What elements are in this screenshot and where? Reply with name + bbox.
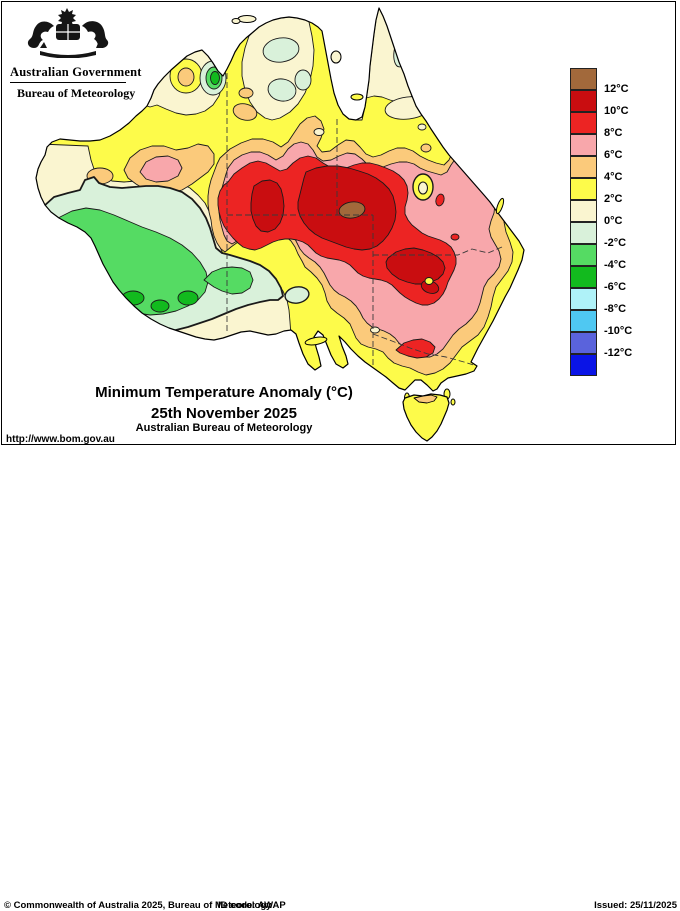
- legend-label: -12°C: [604, 347, 633, 359]
- legend-swatch: [570, 68, 597, 90]
- anomaly-map: [35, 7, 525, 442]
- legend-swatch: [570, 288, 597, 310]
- legend-label: -8°C: [604, 303, 627, 315]
- legend-swatch: [570, 332, 597, 354]
- header-divider: [10, 82, 126, 83]
- map-title: Minimum Temperature Anomaly (°C): [95, 384, 353, 401]
- legend-swatch: [570, 244, 597, 266]
- footer-bar: © Commonwealth of Australia 2025, Bureau…: [0, 448, 680, 911]
- legend-label: 10°C: [604, 105, 629, 117]
- australia-coastline: [35, 7, 525, 392]
- legend-label: -4°C: [604, 259, 627, 271]
- legend-swatch: [570, 178, 597, 200]
- legend-swatch: [570, 266, 597, 288]
- legend-label: 4°C: [604, 171, 623, 183]
- tasmania: [402, 393, 450, 442]
- bom-url: http://www.bom.gov.au: [6, 434, 115, 445]
- legend-swatch: [570, 90, 597, 112]
- legend-swatch: [570, 156, 597, 178]
- map-date: 25th November 2025: [151, 405, 297, 422]
- legend-swatch: [570, 200, 597, 222]
- map-org: Australian Bureau of Meteorology: [135, 422, 313, 434]
- legend-swatch: [570, 112, 597, 134]
- legend-swatch: [570, 222, 597, 244]
- bureau-label: Bureau of Meteorology: [17, 86, 136, 100]
- government-header: Australian Government Bureau of Meteorol…: [10, 6, 160, 101]
- legend-label: 12°C: [604, 83, 629, 95]
- legend-label: 8°C: [604, 127, 623, 139]
- legend-label: 2°C: [604, 193, 623, 205]
- legend-label: -10°C: [604, 325, 633, 337]
- legend-swatch: [570, 134, 597, 156]
- id-code: ID code: AWAP: [218, 900, 286, 911]
- legend-label: -2°C: [604, 237, 627, 249]
- legend-swatch: [570, 310, 597, 332]
- legend-label: 0°C: [604, 215, 623, 227]
- government-label: Australian Government: [10, 65, 142, 79]
- legend-label: 6°C: [604, 149, 623, 161]
- coat-of-arms-icon: [27, 8, 109, 59]
- state-borders: [226, 73, 503, 371]
- issued-date: Issued: 25/11/2025: [594, 900, 677, 911]
- legend-label: -6°C: [604, 281, 627, 293]
- legend-swatch: [570, 354, 597, 376]
